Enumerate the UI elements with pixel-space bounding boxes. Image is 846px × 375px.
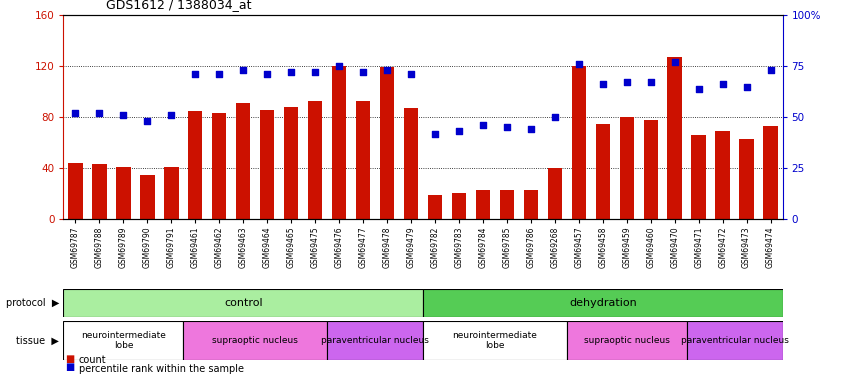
Text: supraoptic nucleus: supraoptic nucleus xyxy=(584,336,670,345)
Point xyxy=(452,129,465,135)
Bar xyxy=(212,113,227,219)
Text: neurointermediate
lobe: neurointermediate lobe xyxy=(453,331,537,350)
Bar xyxy=(716,131,730,219)
Point xyxy=(524,126,537,132)
Bar xyxy=(423,321,567,360)
Point xyxy=(69,110,82,116)
Point xyxy=(548,114,562,120)
Point xyxy=(164,112,178,118)
Point xyxy=(140,118,154,124)
Bar xyxy=(452,192,466,219)
Bar xyxy=(404,108,418,219)
Bar xyxy=(739,139,754,219)
Point xyxy=(500,124,514,130)
Point xyxy=(739,84,753,90)
Bar xyxy=(140,175,155,219)
Point xyxy=(620,80,634,86)
Bar xyxy=(475,190,490,219)
Bar xyxy=(644,120,658,219)
Bar xyxy=(184,321,327,360)
Bar xyxy=(428,195,442,219)
Bar xyxy=(687,321,783,360)
Text: control: control xyxy=(224,298,262,308)
Point xyxy=(692,86,706,92)
Bar xyxy=(188,111,202,219)
Bar xyxy=(500,190,514,219)
Point xyxy=(572,61,585,67)
Bar xyxy=(423,289,783,317)
Point xyxy=(596,81,609,87)
Point xyxy=(667,59,681,65)
Text: dehydration: dehydration xyxy=(569,298,637,308)
Bar xyxy=(547,168,562,219)
Point xyxy=(764,67,777,73)
Point xyxy=(261,71,274,77)
Bar xyxy=(332,66,346,219)
Point xyxy=(212,71,226,77)
Point xyxy=(284,69,298,75)
Point xyxy=(716,81,729,87)
Bar xyxy=(356,100,371,219)
Text: tissue  ▶: tissue ▶ xyxy=(16,335,59,345)
Bar xyxy=(596,124,610,219)
Point xyxy=(644,80,657,86)
Text: ■: ■ xyxy=(65,362,74,372)
Text: paraventricular nucleus: paraventricular nucleus xyxy=(681,336,788,345)
Point xyxy=(92,110,106,116)
Point xyxy=(117,112,130,118)
Text: protocol  ▶: protocol ▶ xyxy=(6,298,59,308)
Bar xyxy=(619,117,634,219)
Point xyxy=(236,67,250,73)
Text: GDS1612 / 1388034_at: GDS1612 / 1388034_at xyxy=(106,0,251,11)
Text: percentile rank within the sample: percentile rank within the sample xyxy=(79,363,244,374)
Bar xyxy=(164,167,179,219)
Text: neurointermediate
lobe: neurointermediate lobe xyxy=(81,331,166,350)
Bar xyxy=(69,163,83,219)
Point xyxy=(428,130,442,136)
Bar xyxy=(572,66,586,219)
Point xyxy=(308,69,321,75)
Point xyxy=(332,63,346,69)
Bar xyxy=(327,321,423,360)
Bar xyxy=(380,68,394,219)
Bar xyxy=(567,321,687,360)
Bar xyxy=(63,321,184,360)
Point xyxy=(356,69,370,75)
Bar xyxy=(284,107,299,219)
Text: ■: ■ xyxy=(65,354,74,364)
Bar xyxy=(92,165,107,219)
Bar xyxy=(691,135,706,219)
Text: supraoptic nucleus: supraoptic nucleus xyxy=(212,336,298,345)
Bar xyxy=(63,289,423,317)
Bar xyxy=(116,167,130,219)
Bar xyxy=(260,110,274,219)
Text: count: count xyxy=(79,355,107,365)
Bar xyxy=(308,100,322,219)
Bar xyxy=(236,103,250,219)
Bar xyxy=(524,190,538,219)
Bar xyxy=(763,126,777,219)
Text: paraventricular nucleus: paraventricular nucleus xyxy=(321,336,429,345)
Bar xyxy=(667,57,682,219)
Point xyxy=(476,122,490,128)
Point xyxy=(380,67,393,73)
Point xyxy=(404,71,418,77)
Point xyxy=(189,71,202,77)
